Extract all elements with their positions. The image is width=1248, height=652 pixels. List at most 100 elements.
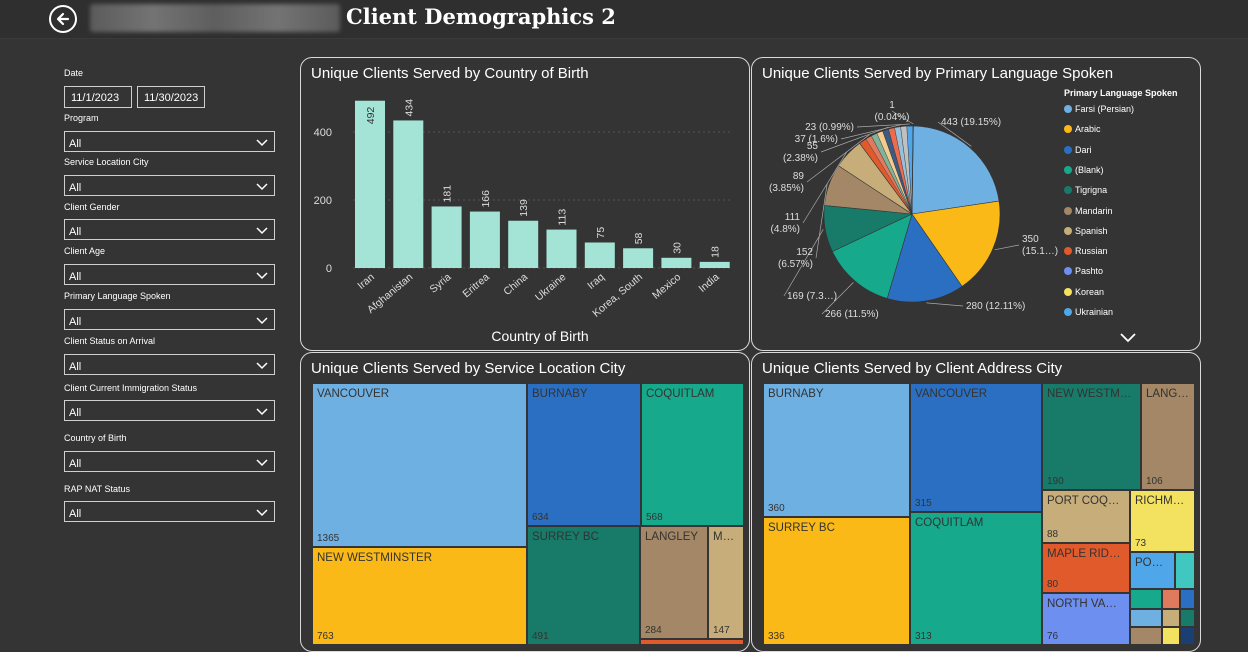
legend-item[interactable]: Russian — [1064, 246, 1108, 256]
treemap-tile[interactable] — [1180, 609, 1195, 627]
treemap-tile[interactable]: BURNABY 360 — [763, 383, 910, 517]
treemap-tile[interactable]: NEW WESTMINSTER 763 — [312, 547, 527, 645]
back-button[interactable] — [49, 5, 77, 33]
treemap-tile[interactable]: PO… — [1130, 552, 1175, 589]
tile-value: 147 — [713, 625, 730, 636]
legend-item[interactable]: Pashto — [1064, 266, 1103, 276]
bar[interactable] — [508, 220, 539, 268]
treemap-tile[interactable]: LANG… 106 — [1141, 383, 1195, 490]
bar[interactable] — [699, 261, 730, 268]
treemap-tile[interactable]: SURREY BC 491 — [527, 526, 640, 645]
data-label: 75 — [595, 227, 607, 239]
treemap-tile[interactable] — [1180, 627, 1195, 645]
treemap-tile[interactable]: VANCOUVER 315 — [910, 383, 1042, 512]
tile-value: 763 — [317, 631, 334, 642]
treemap-tile[interactable] — [1162, 589, 1180, 609]
date-start-input[interactable]: 11/1/2023 — [64, 86, 132, 108]
bar[interactable] — [661, 257, 692, 268]
bar[interactable] — [469, 211, 500, 268]
tile-label: RICHM… — [1135, 495, 1185, 507]
chart-title: Unique Clients Served by Client Address … — [762, 360, 1063, 377]
pie-slice[interactable] — [911, 200, 1001, 287]
bar[interactable] — [623, 248, 654, 268]
treemap-tile[interactable] — [1162, 627, 1180, 645]
pie-slice[interactable] — [900, 125, 913, 215]
treemap-tile[interactable] — [1130, 627, 1162, 645]
data-label: 181 — [442, 185, 454, 203]
pie-slice[interactable] — [911, 125, 914, 215]
treemap-tile[interactable]: PORT COQ… 88 — [1042, 490, 1130, 543]
slice-label: 350 (15.1…) — [1022, 234, 1058, 257]
x-tick-label: Eritrea — [460, 271, 492, 300]
treemap-tile[interactable]: BURNABY 634 — [527, 383, 641, 526]
treemap-tile[interactable]: NEW WESTM… 190 — [1042, 383, 1141, 490]
treemap-tile[interactable]: NORTH VA… 76 — [1042, 593, 1130, 645]
legend-item[interactable]: Farsi (Persian) — [1064, 104, 1134, 114]
filter-value: All — [69, 316, 82, 328]
tile-label: MAPLE RID… — [1047, 548, 1121, 560]
bar[interactable] — [355, 100, 385, 268]
tile-value: 88 — [1047, 529, 1059, 540]
x-axis-title: Country of Birth — [491, 328, 588, 344]
date-end-input[interactable]: 11/30/2023 — [137, 86, 205, 108]
tile-label: LANGLEY — [645, 531, 699, 543]
legend-label: Tigrigna — [1075, 185, 1108, 196]
legend-item[interactable]: Spanish — [1064, 226, 1108, 236]
slice-label: 443 (19.15%) — [941, 117, 1001, 128]
filter-dropdown[interactable]: All — [64, 501, 275, 522]
treemap-tile[interactable] — [1175, 552, 1195, 589]
treemap-tile[interactable]: COQUITLAM 568 — [641, 383, 744, 526]
x-tick-label: China — [501, 271, 530, 298]
arrow-left-icon — [56, 12, 70, 26]
filter-dropdown[interactable]: All — [64, 219, 275, 240]
legend-item[interactable]: Tigrigna — [1064, 185, 1107, 195]
bar[interactable] — [393, 120, 424, 268]
filter-dropdown[interactable]: All — [64, 354, 275, 375]
treemap-tile[interactable]: MAPLE RID… 80 — [1042, 543, 1130, 593]
chevron-down-icon — [256, 509, 268, 517]
bar[interactable] — [431, 206, 462, 268]
pie-slice[interactable] — [911, 125, 1000, 215]
filter-dropdown[interactable]: All — [64, 264, 275, 285]
legend-item[interactable]: Arabic — [1064, 124, 1101, 134]
filter-dropdown[interactable]: All — [64, 175, 275, 196]
legend-item[interactable]: Korean — [1064, 287, 1104, 297]
treemap-tile[interactable] — [1180, 589, 1195, 609]
legend-label: Ukrainian — [1075, 307, 1114, 317]
bar[interactable] — [584, 242, 615, 269]
slice-label: 266 (11.5%) — [825, 309, 879, 320]
legend-scroll-down-icon[interactable] — [1119, 332, 1137, 344]
x-tick-label: Syria — [427, 271, 453, 296]
filter-dropdown[interactable]: All — [64, 131, 275, 152]
treemap-tile[interactable]: COQUITLAM 313 — [910, 512, 1042, 645]
filter-value: All — [69, 508, 82, 520]
primary-language-chart-panel: Unique Clients Served by Primary Languag… — [751, 57, 1201, 351]
data-label: 113 — [557, 209, 569, 226]
slice-label: 37 (1.6%) — [795, 134, 838, 145]
data-label: 18 — [710, 246, 722, 258]
data-label: 58 — [633, 232, 645, 244]
treemap-tile[interactable]: SURREY BC 336 — [763, 517, 910, 645]
legend-swatch — [1064, 226, 1072, 235]
filter-dropdown[interactable]: All — [64, 309, 275, 330]
bar[interactable] — [546, 229, 577, 268]
legend-item[interactable]: Ukrainian — [1064, 307, 1113, 317]
filter-dropdown[interactable]: All — [64, 451, 275, 472]
treemap-tile[interactable]: RICHM… 73 — [1130, 490, 1195, 552]
tile-label: LANG… — [1146, 388, 1189, 400]
pie-slice[interactable] — [886, 213, 963, 303]
treemap-tile[interactable] — [1130, 609, 1162, 627]
x-tick-label: Ukraine — [533, 271, 569, 304]
treemap-tile[interactable] — [1130, 589, 1162, 609]
filter-dropdown[interactable]: All — [64, 400, 275, 421]
legend-item[interactable]: Dari — [1064, 145, 1092, 155]
treemap-tile[interactable]: M… 147 — [708, 526, 744, 639]
x-tick-label: Iraq — [585, 271, 607, 292]
client-address-city-panel: Unique Clients Served by Client Address … — [751, 352, 1201, 652]
treemap-tile[interactable] — [1162, 609, 1180, 627]
pie-slice[interactable] — [831, 213, 913, 299]
legend-item[interactable]: Mandarin — [1064, 206, 1113, 216]
legend-item[interactable]: (Blank) — [1064, 165, 1104, 175]
treemap-tile[interactable]: LANGLEY 284 — [640, 526, 708, 639]
treemap-tile[interactable]: VANCOUVER 1365 — [312, 383, 527, 547]
